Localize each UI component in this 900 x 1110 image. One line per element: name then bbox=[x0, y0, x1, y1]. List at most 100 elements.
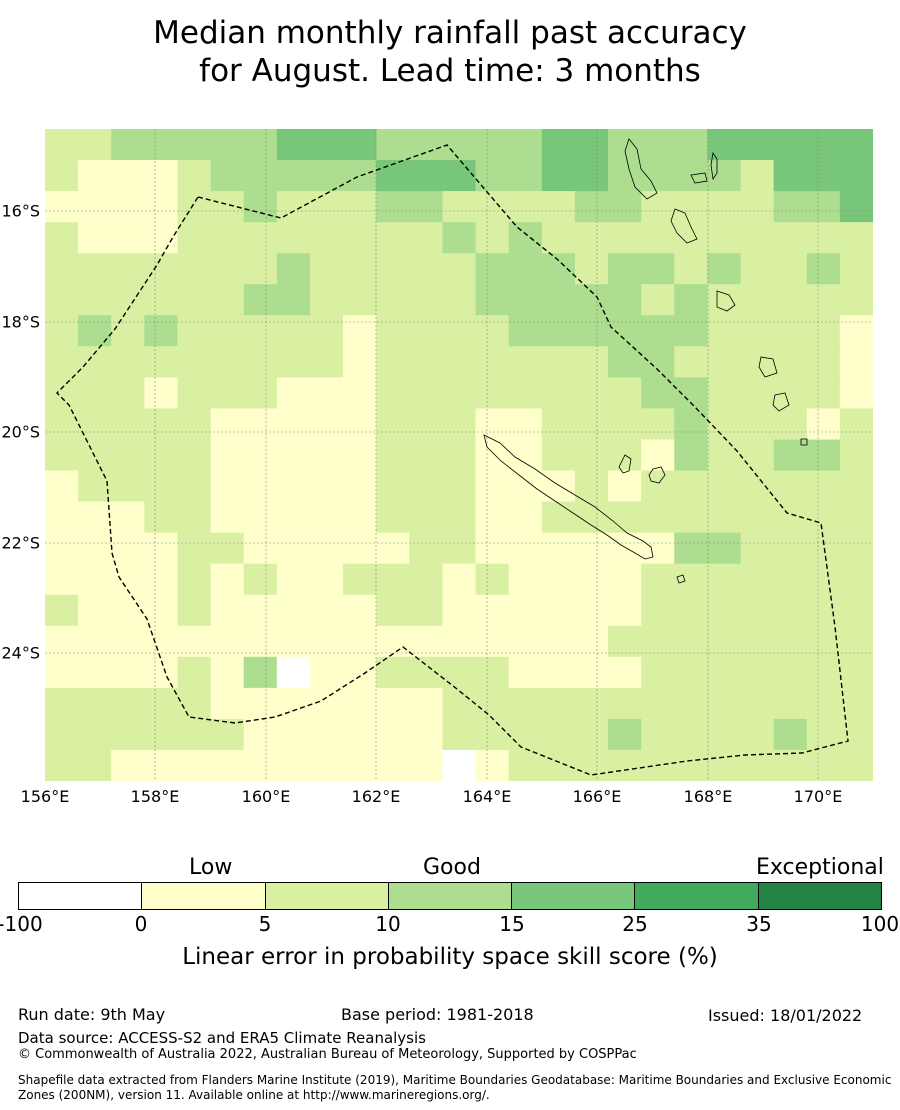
grid-cell bbox=[210, 470, 245, 503]
grid-cell bbox=[608, 408, 642, 441]
chart-title: Median monthly rainfall past accuracy fo… bbox=[0, 14, 900, 90]
grid-cell bbox=[376, 377, 410, 410]
grid-cell bbox=[707, 625, 742, 658]
grid-cell bbox=[45, 625, 79, 658]
grid-cell bbox=[210, 439, 245, 472]
grid-cell bbox=[210, 625, 245, 658]
grid-cell bbox=[78, 439, 112, 472]
grid-cell bbox=[276, 594, 311, 627]
grid-cell bbox=[111, 532, 145, 565]
grid-cell bbox=[144, 594, 179, 627]
grid-cell bbox=[475, 191, 510, 223]
grid-cell bbox=[111, 253, 145, 285]
grid-cell bbox=[508, 253, 543, 285]
grid-cell bbox=[144, 253, 179, 285]
grid-cell bbox=[641, 532, 675, 565]
grid-cell bbox=[343, 222, 377, 254]
grid-cell bbox=[144, 718, 179, 751]
grid-cell bbox=[839, 439, 873, 472]
skill-grid-cells bbox=[45, 129, 873, 781]
grid-cell bbox=[177, 749, 212, 781]
grid-cell bbox=[409, 656, 444, 689]
grid-cell bbox=[243, 470, 278, 503]
grid-cell bbox=[641, 191, 675, 223]
grid-cell bbox=[773, 687, 808, 720]
grid-cell bbox=[442, 439, 477, 472]
grid-cell bbox=[111, 284, 145, 316]
grid-cell bbox=[144, 687, 179, 720]
grid-cell bbox=[839, 253, 873, 285]
grid-cell bbox=[508, 532, 543, 565]
grid-cell bbox=[343, 377, 377, 410]
grid-cell bbox=[674, 656, 708, 689]
grid-cell bbox=[343, 346, 377, 378]
grid-cell bbox=[674, 625, 708, 658]
grid-cell bbox=[508, 315, 543, 347]
coastline-loyalty-lifou bbox=[648, 466, 666, 484]
skill-map[interactable] bbox=[45, 129, 873, 781]
colorbar-segment bbox=[265, 883, 389, 909]
grid-cell bbox=[641, 284, 675, 316]
grid-cell bbox=[508, 160, 543, 192]
grid-cell bbox=[707, 687, 742, 720]
grid-cell bbox=[608, 346, 642, 378]
grid-cell bbox=[243, 687, 278, 720]
grid-cell bbox=[707, 594, 742, 627]
grid-cell bbox=[574, 563, 609, 596]
grid-cell bbox=[45, 377, 79, 410]
grid-cell bbox=[508, 470, 543, 503]
grid-cell bbox=[45, 284, 79, 316]
grid-cell bbox=[541, 129, 576, 161]
grid-cell bbox=[541, 470, 576, 503]
grid-cell bbox=[475, 594, 510, 627]
grid-cell bbox=[574, 718, 609, 751]
grid-cell bbox=[343, 284, 377, 316]
grid-cell bbox=[707, 315, 742, 347]
grid-cell bbox=[806, 191, 841, 223]
grid-cell bbox=[343, 191, 377, 223]
grid-cell bbox=[806, 594, 841, 627]
grid-cell bbox=[806, 470, 841, 503]
grid-cell bbox=[641, 377, 675, 410]
grid-cell bbox=[574, 160, 609, 192]
grid-cell bbox=[78, 191, 112, 223]
grid-cell bbox=[740, 718, 775, 751]
grid-cell bbox=[508, 377, 543, 410]
grid-cell bbox=[442, 253, 477, 285]
grid-cell bbox=[574, 687, 609, 720]
grid-cell bbox=[674, 253, 708, 285]
grid-cell bbox=[773, 470, 808, 503]
grid-cell bbox=[276, 222, 311, 254]
lat-label-22s: 22°S bbox=[1, 533, 40, 553]
grid-cell bbox=[243, 594, 278, 627]
colorbar-tick: 15 bbox=[499, 912, 525, 936]
grid-cell bbox=[111, 625, 145, 658]
grid-cell bbox=[177, 253, 212, 285]
grid-cell bbox=[707, 656, 742, 689]
grid-cell bbox=[574, 656, 609, 689]
colorbar-segment bbox=[388, 883, 513, 909]
grid-cell bbox=[309, 625, 344, 658]
grid-cell bbox=[475, 532, 510, 565]
grid-cell bbox=[442, 501, 477, 534]
grid-cell bbox=[343, 718, 377, 751]
grid-cell bbox=[45, 160, 79, 192]
grid-cell bbox=[475, 129, 510, 161]
grid-cell bbox=[475, 687, 510, 720]
grid-cell bbox=[177, 656, 212, 689]
grid-cell bbox=[111, 594, 145, 627]
grid-cell bbox=[574, 470, 609, 503]
grid-cell bbox=[409, 253, 444, 285]
grid-cell bbox=[475, 377, 510, 410]
grid-cell bbox=[541, 408, 576, 441]
grid-cell bbox=[608, 284, 642, 316]
coastline-vanuatu-erromango bbox=[758, 356, 778, 378]
grid-cell bbox=[674, 501, 708, 534]
grid-cell bbox=[839, 191, 873, 223]
grid-cell bbox=[806, 408, 841, 441]
grid-cell bbox=[839, 563, 873, 596]
grid-cell bbox=[376, 718, 410, 751]
grid-cell bbox=[409, 563, 444, 596]
grid-cell bbox=[45, 687, 79, 720]
grid-cell bbox=[144, 315, 179, 347]
